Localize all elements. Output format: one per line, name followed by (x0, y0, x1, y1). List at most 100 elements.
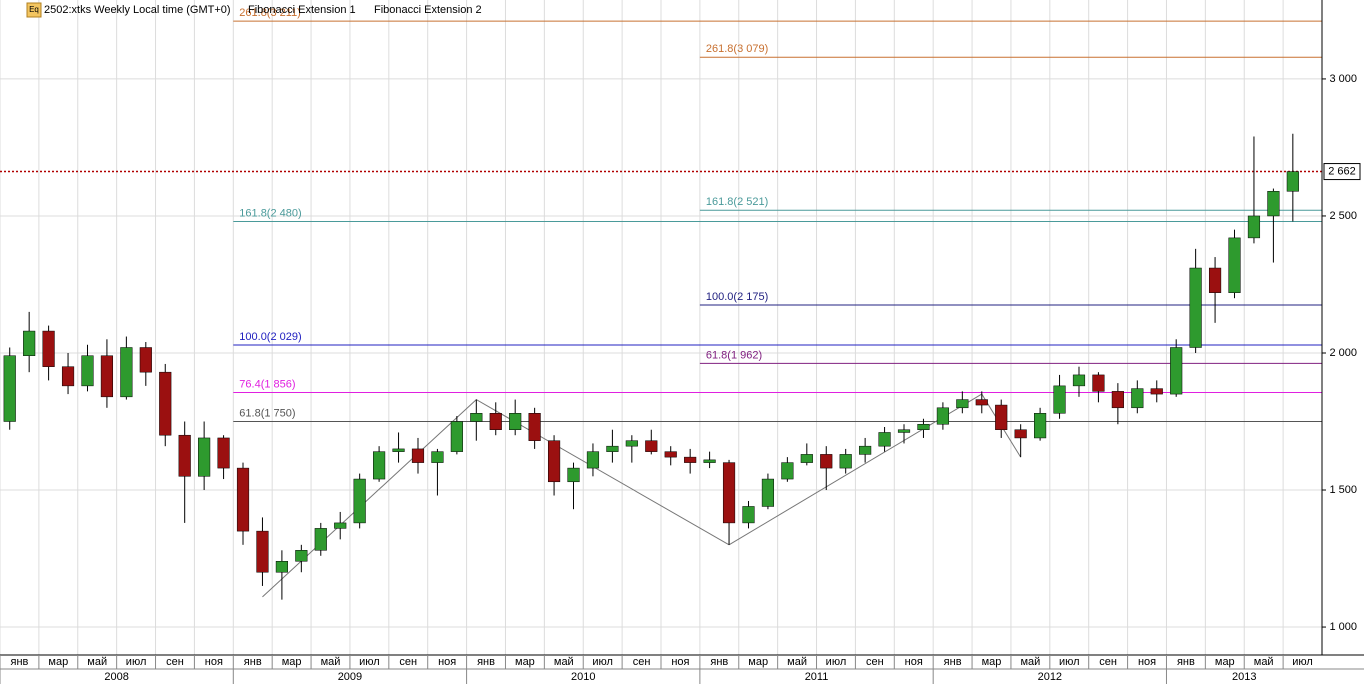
y-tick-label: 3 000 (1329, 73, 1357, 85)
candle-body (742, 506, 755, 524)
candle-body (1267, 191, 1280, 217)
candle-body (61, 366, 75, 387)
candle-body (411, 448, 425, 463)
y-tick-label: 2 500 (1329, 210, 1357, 222)
year-label: 2009 (338, 671, 362, 683)
candle-body (159, 371, 172, 436)
year-label: 2011 (805, 671, 829, 683)
month-label: мар (515, 656, 535, 668)
candle-body (120, 347, 133, 398)
fib-label: 161.8(2 480) (239, 207, 301, 219)
tool[interactable]: Fibonacci Extension 1 (248, 4, 356, 16)
year-label: 2008 (104, 671, 128, 683)
candle-body (839, 454, 852, 469)
candle-body (1131, 388, 1144, 409)
price-label: 2 662 (1328, 165, 1356, 177)
candle-body (178, 434, 191, 477)
candle-body (781, 462, 794, 480)
fib-label: 261.8(3 079) (706, 43, 768, 55)
candle-body (975, 399, 988, 406)
month-label: июл (126, 656, 147, 668)
month-label: сен (166, 656, 184, 668)
month-label: май (1020, 656, 1040, 668)
month-label: янв (244, 656, 262, 668)
candle-body (23, 330, 36, 356)
y-tick-label: 1 000 (1329, 621, 1357, 633)
symbol-icon[interactable] (26, 2, 42, 18)
symbol[interactable]: 2502:xtks Weekly Local time (GMT+0) (44, 4, 231, 16)
candle-body (703, 459, 716, 463)
candle-body (42, 330, 55, 367)
month-label: сен (1099, 656, 1117, 668)
candle-body (509, 413, 522, 430)
candle-body (3, 355, 16, 422)
month-label: май (787, 656, 807, 668)
candle-body (567, 467, 580, 483)
month-label: май (87, 656, 107, 668)
candle-body (392, 448, 405, 452)
year-label: 2012 (1038, 671, 1062, 683)
icon-text: Eq (29, 5, 39, 14)
candle-body (1286, 171, 1299, 192)
candle-body (586, 451, 600, 469)
candle-body (217, 437, 230, 469)
candle-body (373, 451, 386, 480)
year-label: 2013 (1232, 671, 1256, 683)
candle-body (275, 561, 288, 573)
fib-zigzag (262, 398, 730, 598)
candle-body (645, 440, 658, 452)
month-label: ноя (671, 656, 689, 668)
candle-body (139, 347, 152, 373)
candle-body (820, 454, 833, 469)
candle-body (1170, 347, 1183, 395)
candle-body (1208, 267, 1222, 293)
candle-body (800, 454, 813, 463)
candle-body (470, 413, 483, 422)
month-label: июл (1059, 656, 1080, 668)
month-label: май (1254, 656, 1274, 668)
fib-label: 100.0(2 029) (239, 331, 301, 343)
candle-body (956, 399, 969, 409)
candle-body (547, 440, 561, 483)
candle-body (936, 407, 949, 425)
month-label: июл (826, 656, 847, 668)
candle-body (198, 437, 211, 477)
candle-body (1092, 374, 1105, 392)
month-label: ноя (1138, 656, 1156, 668)
candle-body (1189, 267, 1202, 348)
fib-label: 76.4(1 856) (239, 378, 295, 390)
candle-body (1072, 374, 1086, 387)
tool[interactable]: Fibonacci Extension 2 (374, 4, 482, 16)
y-tick-label: 2 000 (1329, 347, 1357, 359)
fib-label: 61.8(1 750) (239, 407, 295, 419)
candle-body (1111, 391, 1124, 409)
candle-body (1247, 215, 1261, 239)
month-label: май (321, 656, 341, 668)
month-label: янв (11, 656, 29, 668)
candle-body (1150, 388, 1163, 395)
candle-body (334, 522, 347, 529)
month-label: ноя (438, 656, 456, 668)
month-label: июл (1292, 656, 1313, 668)
candle-body (625, 440, 638, 447)
month-label: янв (1177, 656, 1195, 668)
fib-label: 161.8(2 521) (706, 196, 768, 208)
month-label: сен (399, 656, 417, 668)
month-label: мар (748, 656, 768, 668)
month-label: июл (359, 656, 380, 668)
month-label: мар (282, 656, 302, 668)
candle-body (664, 451, 677, 458)
month-label: мар (1215, 656, 1235, 668)
month-label: мар (982, 656, 1002, 668)
candle-body (256, 530, 269, 573)
month-label: сен (633, 656, 651, 668)
month-label: ноя (905, 656, 923, 668)
fib-label: 100.0(2 175) (706, 291, 768, 303)
candle-body (81, 355, 94, 387)
candle-body (528, 413, 541, 441)
month-label: сен (866, 656, 884, 668)
candle-body (314, 528, 327, 551)
month-label: ноя (205, 656, 223, 668)
